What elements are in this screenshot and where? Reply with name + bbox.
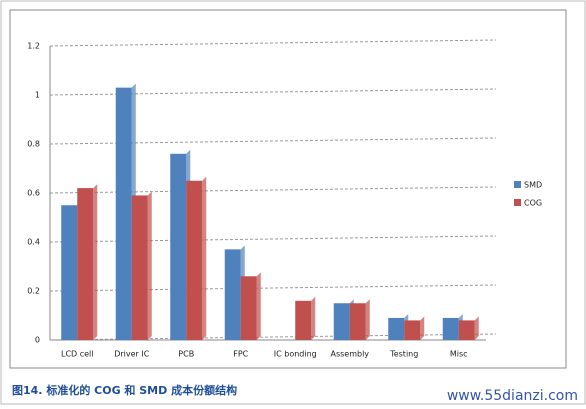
bar-side [474, 316, 479, 340]
bar [442, 317, 459, 340]
x-tick-label: LCD cell [61, 350, 94, 359]
bar-side [420, 316, 425, 340]
bar [170, 153, 187, 340]
legend-swatch [514, 199, 521, 206]
x-tick-label: FPC [233, 350, 248, 359]
caption: 图14. 标准化的 COG 和 SMD 成本份额结构 [12, 383, 237, 397]
bar-side [93, 184, 98, 340]
grid-line [49, 186, 497, 194]
y-tick-label: 0.8 [27, 140, 40, 149]
bar [295, 300, 312, 340]
legend-label: COG [524, 199, 542, 208]
bar-side [365, 299, 370, 340]
bar-side [256, 272, 261, 340]
bar [458, 320, 475, 340]
bar-side [202, 176, 207, 340]
grid-line [49, 235, 497, 243]
bar [115, 87, 132, 341]
y-tick-label: 1 [35, 91, 40, 100]
bar [186, 180, 203, 340]
y-tick-label: 0.2 [27, 287, 40, 296]
bar-side [311, 296, 316, 340]
x-tick-label: Testing [389, 350, 418, 359]
x-tick-label: Driver IC [114, 350, 150, 359]
bar [404, 320, 421, 340]
grid-line [49, 88, 497, 96]
y-tick-label: 0.4 [27, 238, 40, 247]
bar [240, 276, 257, 340]
bar [333, 303, 350, 340]
bar [61, 205, 78, 340]
bar [77, 188, 94, 340]
x-tick-label: Assembly [330, 350, 369, 359]
grid-line [49, 284, 497, 292]
legend-label: SMD [524, 181, 542, 190]
y-tick-label: 1.2 [27, 42, 40, 51]
x-tick-label: Misc [450, 350, 468, 359]
bar [349, 303, 366, 340]
legend-swatch [514, 181, 521, 188]
bar [131, 195, 148, 340]
watermark: www.55dianzi.com [447, 388, 578, 404]
bar-side [147, 191, 152, 340]
grid-line [49, 137, 497, 145]
chart-area [9, 9, 567, 369]
x-tick-label: IC bonding [274, 350, 317, 359]
bar [224, 249, 241, 340]
x-tick-label: PCB [178, 350, 194, 359]
bar [388, 317, 405, 340]
y-tick-label: 0 [35, 336, 40, 345]
grid-line [49, 39, 497, 47]
y-tick-label: 0.6 [27, 189, 40, 198]
